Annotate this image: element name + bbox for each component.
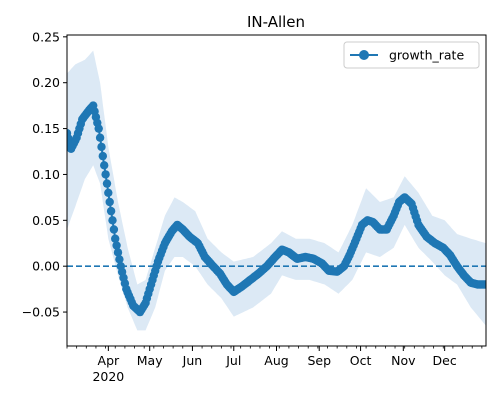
data-point — [105, 197, 114, 207]
data-point — [112, 241, 121, 250]
y-tick-label: 0.20 — [32, 75, 60, 90]
y-tick-label: 0.05 — [32, 213, 60, 228]
data-point — [111, 234, 120, 243]
data-point — [95, 133, 105, 142]
x-tick-label: Jul — [225, 353, 241, 368]
x-tick-label: Oct — [350, 353, 372, 368]
legend-marker-icon — [359, 50, 369, 60]
data-point — [115, 255, 124, 264]
data-point — [98, 151, 108, 161]
x-tick-label: Dec — [433, 353, 457, 368]
data-point — [102, 179, 112, 188]
data-point — [101, 170, 110, 179]
legend-label: growth_rate — [389, 48, 464, 63]
plot-area — [67, 50, 486, 331]
chart-title: IN-Allen — [247, 13, 305, 31]
data-point — [94, 124, 103, 133]
y-tick-label: 0.10 — [32, 167, 60, 182]
confidence-band-layer — [67, 50, 486, 331]
data-point — [108, 216, 117, 225]
data-point — [97, 142, 106, 152]
x-tick-label: Sep — [307, 353, 331, 368]
x-tick-label: May — [137, 353, 163, 368]
data-point — [104, 188, 113, 197]
x-tick-label: Jun — [182, 353, 203, 368]
y-axis: −0.05 0.00 0.05 0.10 0.15 0.20 0.25 — [22, 29, 67, 320]
data-point — [100, 161, 109, 170]
legend-box — [343, 41, 480, 69]
x-tick-year-label: 2020 — [92, 369, 124, 384]
confidence-band — [67, 50, 486, 331]
x-tick-label: Nov — [391, 353, 416, 368]
series-layer — [67, 101, 486, 317]
data-point — [109, 225, 119, 234]
y-tick-label: −0.05 — [22, 305, 60, 320]
data-point — [113, 248, 123, 257]
legend: growth_rate — [343, 41, 480, 69]
x-tick-label: Apr — [98, 353, 120, 368]
data-point — [481, 280, 486, 289]
y-tick-label: 0.25 — [32, 29, 60, 44]
y-tick-label: 0.00 — [32, 259, 60, 274]
y-tick-label: 0.15 — [32, 121, 60, 136]
data-point — [106, 206, 116, 216]
x-tick-label: Aug — [264, 353, 288, 368]
